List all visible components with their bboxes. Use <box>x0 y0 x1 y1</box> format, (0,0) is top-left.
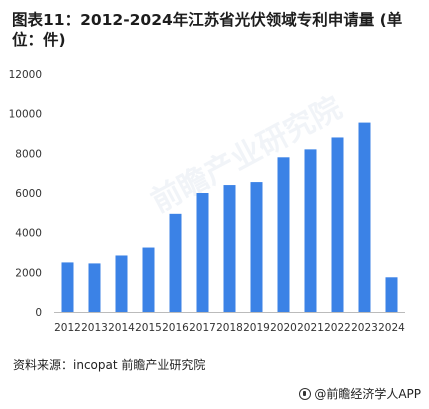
bar-2021 <box>304 149 317 312</box>
bars <box>61 122 398 312</box>
x-tick-label: 2021 <box>297 322 324 334</box>
bar-2012 <box>61 262 74 312</box>
bar-2015 <box>142 247 155 312</box>
y-tick-label: 8000 <box>15 148 42 160</box>
y-tick-label: 6000 <box>15 188 42 200</box>
chart-title: 图表11：2012-2024年江苏省光伏领域专利申请量 (单位：件) <box>12 11 403 49</box>
x-tick-label: 2022 <box>324 322 351 334</box>
x-axis: 2012 2013 2014 2015 2016 2017 2018 2019 2020 2021… <box>54 312 405 334</box>
x-tick-label: 2016 <box>162 322 189 334</box>
bar-2014 <box>115 255 128 312</box>
x-tick-label: 2020 <box>270 322 297 334</box>
bar-2023 <box>358 122 371 312</box>
x-tick-label: 2015 <box>135 322 162 334</box>
bar-2016 <box>169 213 182 312</box>
bar-2013 <box>88 263 101 312</box>
bar-2018 <box>223 185 236 312</box>
qianzhan-logo-icon <box>299 387 312 400</box>
bar-2024 <box>385 277 398 312</box>
x-tick-label: 2014 <box>108 322 135 334</box>
y-tick-label: 12000 <box>9 69 42 81</box>
bar-2022 <box>331 137 344 312</box>
x-tick-label: 2012 <box>54 322 81 334</box>
bar-2020 <box>277 157 290 312</box>
y-tick-label: 2000 <box>15 267 42 279</box>
footer-brand: @前瞻经济学人APP <box>299 385 421 402</box>
bar-2017 <box>196 193 209 312</box>
y-tick-label: 0 <box>35 307 42 319</box>
source-note: 资料来源：incopat 前瞻产业研究院 <box>13 358 206 372</box>
bar-2019 <box>250 182 263 312</box>
x-tick-label: 2013 <box>81 322 108 334</box>
footer-brand-label: @前瞻经济学人APP <box>314 387 421 401</box>
x-tick-label: 2019 <box>243 322 270 334</box>
x-tick-label: 2018 <box>216 322 243 334</box>
y-tick-label: 4000 <box>15 228 42 240</box>
x-tick-label: 2017 <box>189 322 216 334</box>
x-tick-label: 2024 <box>378 322 405 334</box>
x-tick-label: 2023 <box>351 322 378 334</box>
y-tick-label: 10000 <box>9 109 42 121</box>
y-axis: 0 2000 4000 6000 8000 10000 12000 <box>9 69 42 319</box>
